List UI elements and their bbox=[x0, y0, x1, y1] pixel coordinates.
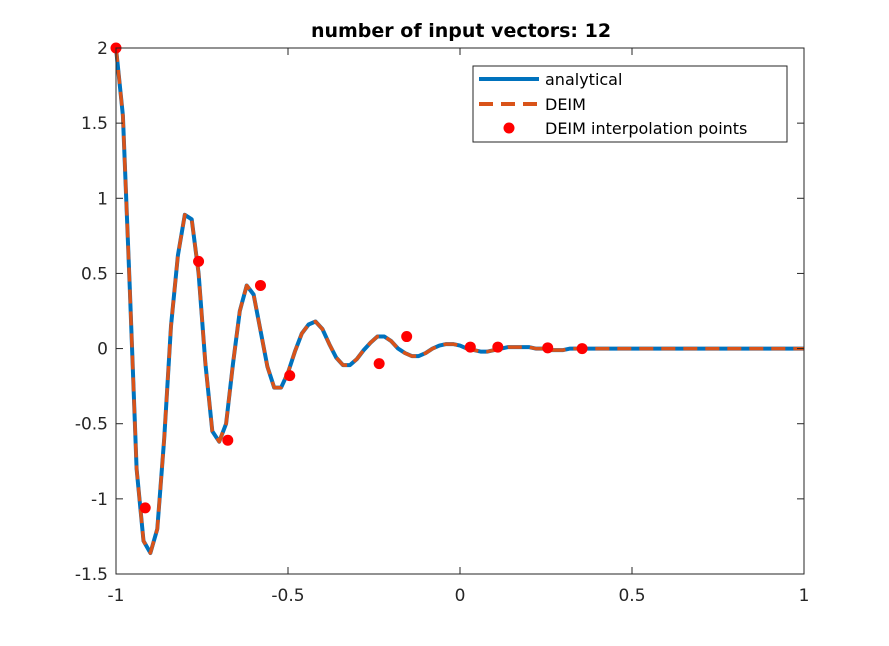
y-tick-label: 0.5 bbox=[81, 264, 108, 284]
x-tick-label: 0 bbox=[455, 586, 466, 606]
legend: analytical DEIM DEIM interpolation point… bbox=[472, 65, 788, 143]
marker-layer bbox=[110, 42, 588, 514]
y-tick-label: 1.5 bbox=[81, 114, 108, 134]
interpolation-point bbox=[373, 358, 385, 370]
y-tick-label: 1 bbox=[97, 189, 108, 209]
interpolation-point bbox=[222, 434, 234, 446]
deim-series-line bbox=[114, 47, 804, 555]
legend-points-swatch bbox=[503, 122, 515, 134]
x-tick-label: 0.5 bbox=[618, 586, 645, 606]
y-tick-label: 2 bbox=[97, 39, 108, 59]
interpolation-point bbox=[464, 341, 476, 353]
interpolation-point bbox=[284, 370, 296, 382]
x-tick-label: -1 bbox=[108, 586, 125, 606]
x-tick-label: -0.5 bbox=[271, 586, 304, 606]
y-tick-label: -0.5 bbox=[75, 415, 108, 435]
legend-points-label: DEIM interpolation points bbox=[545, 119, 747, 138]
interpolation-point bbox=[542, 342, 554, 354]
interpolation-point bbox=[576, 343, 588, 355]
interpolation-point bbox=[492, 341, 504, 353]
y-tick-label: -1 bbox=[91, 490, 108, 510]
legend-deim-label: DEIM bbox=[545, 95, 586, 114]
interpolation-point bbox=[139, 502, 151, 514]
y-tick-label: 0 bbox=[97, 340, 108, 360]
y-tick-label: -1.5 bbox=[75, 565, 108, 585]
chart-title: number of input vectors: 12 bbox=[311, 20, 611, 42]
interpolation-point bbox=[401, 331, 413, 343]
legend-analytical-label: analytical bbox=[545, 70, 622, 89]
interpolation-point bbox=[193, 255, 205, 267]
tick-layer: -1 -0.5 0 0.5 1-1.5-1-0.500.511.52 bbox=[75, 39, 810, 606]
x-tick-label: 1 bbox=[799, 586, 810, 606]
series-layer bbox=[114, 47, 804, 555]
interpolation-point bbox=[254, 279, 266, 291]
